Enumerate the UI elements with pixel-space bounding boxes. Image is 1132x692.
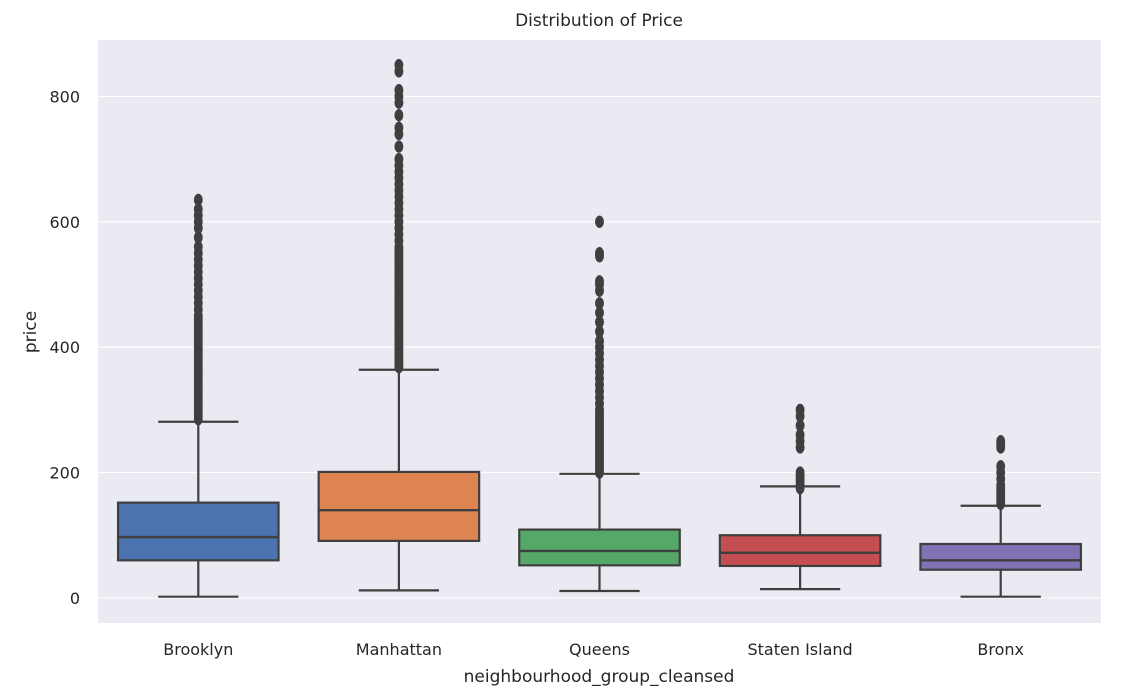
box-group (317, 58, 481, 592)
iqr-box (317, 470, 481, 542)
outlier-point (394, 58, 404, 72)
y-axis-label: price (21, 311, 41, 353)
x-tick-label: Bronx (977, 640, 1024, 659)
outlier-point (394, 108, 404, 122)
x-tick-label: Staten Island (748, 640, 853, 659)
y-tick-label: 600 (49, 213, 80, 232)
box-group (718, 403, 882, 591)
box-series (116, 58, 1083, 598)
outlier-point (394, 152, 404, 166)
box-group (518, 215, 681, 593)
iqr-box (518, 528, 681, 567)
outlier-point (394, 121, 404, 135)
outlier-point (996, 460, 1006, 473)
y-tick-label: 0 (70, 589, 80, 608)
x-axis-ticks: Brooklyn Manhattan Queens Staten Island Bron… (163, 640, 1024, 659)
outlier-point (996, 434, 1006, 448)
y-axis-ticks: 0 200 400 600 800 (49, 87, 80, 608)
y-tick-label: 200 (49, 464, 80, 483)
outlier-point (795, 403, 805, 417)
box-group (919, 434, 1083, 598)
iqr-box (919, 542, 1083, 571)
box-group (116, 193, 280, 598)
x-tick-label: Brooklyn (163, 640, 233, 659)
outlier-point (595, 275, 604, 288)
iqr-box (718, 534, 882, 568)
outlier-point (394, 83, 404, 97)
iqr-box (116, 501, 280, 562)
outlier-point (795, 466, 805, 479)
outlier-point (595, 215, 604, 229)
x-tick-label: Queens (569, 640, 630, 659)
chart-title: Distribution of Price (515, 11, 683, 31)
outlier-point (394, 140, 404, 153)
outlier-point (595, 297, 604, 310)
y-tick-label: 400 (49, 338, 80, 357)
outlier-point (595, 246, 604, 260)
outlier-point (193, 193, 203, 207)
y-tick-label: 800 (49, 87, 80, 106)
x-axis-label: neighbourhood_group_cleansed (464, 667, 735, 687)
x-tick-label: Manhattan (356, 640, 442, 659)
